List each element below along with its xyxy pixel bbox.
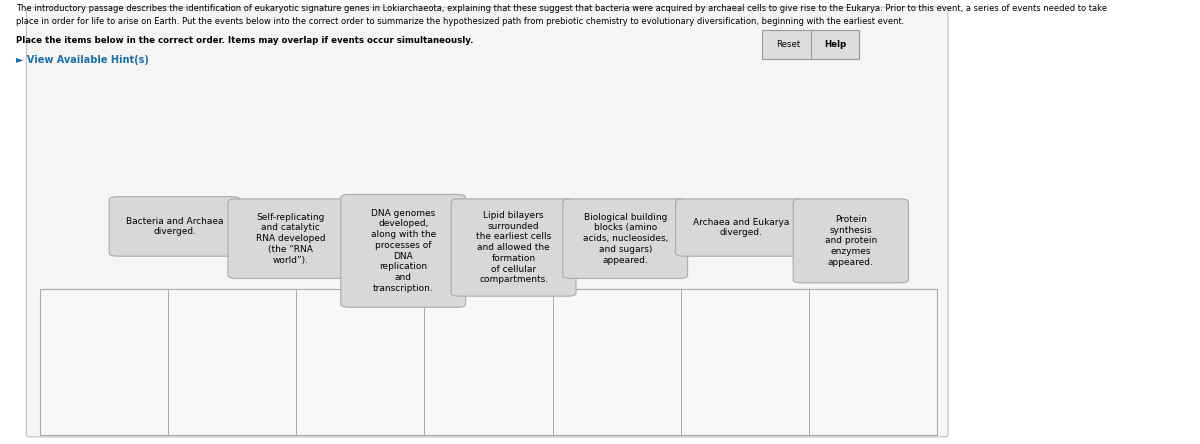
Text: DNA genomes
developed,
along with the
processes of
DNA
replication
and
transcrip: DNA genomes developed, along with the pr… <box>371 209 436 293</box>
Text: The introductory passage describes the identification of eukaryotic signature ge: The introductory passage describes the i… <box>16 4 1106 12</box>
FancyBboxPatch shape <box>26 7 948 437</box>
Text: Lipid bilayers
surrounded
the earliest cells
and allowed the
formation
of cellul: Lipid bilayers surrounded the earliest c… <box>476 211 551 284</box>
Text: Self-replicating
and catalytic
RNA developed
(the “RNA
world”).: Self-replicating and catalytic RNA devel… <box>256 213 325 265</box>
Text: Help: Help <box>824 40 846 49</box>
Text: Bacteria and Archaea
diverged.: Bacteria and Archaea diverged. <box>126 217 223 236</box>
Text: place in order for life to arise on Earth. Put the events below into the correct: place in order for life to arise on Eart… <box>16 17 904 26</box>
Text: ► View Available Hint(s): ► View Available Hint(s) <box>16 55 149 65</box>
Text: Biological building
blocks (amino
acids, nucleosides,
and sugars)
appeared.: Biological building blocks (amino acids,… <box>582 213 668 265</box>
Text: Archaea and Eukarya
diverged.: Archaea and Eukarya diverged. <box>692 218 790 238</box>
FancyBboxPatch shape <box>451 199 576 296</box>
FancyBboxPatch shape <box>40 289 937 435</box>
Text: Reset: Reset <box>776 40 800 49</box>
FancyBboxPatch shape <box>228 199 353 278</box>
FancyBboxPatch shape <box>762 30 815 59</box>
FancyBboxPatch shape <box>811 30 859 59</box>
FancyBboxPatch shape <box>341 194 466 307</box>
FancyBboxPatch shape <box>563 199 688 278</box>
FancyBboxPatch shape <box>676 199 806 256</box>
FancyBboxPatch shape <box>793 199 908 283</box>
Text: Protein
synthesis
and protein
enzymes
appeared.: Protein synthesis and protein enzymes ap… <box>824 215 877 267</box>
FancyBboxPatch shape <box>109 197 240 256</box>
Text: Place the items below in the correct order. Items may overlap if events occur si: Place the items below in the correct ord… <box>16 36 473 45</box>
